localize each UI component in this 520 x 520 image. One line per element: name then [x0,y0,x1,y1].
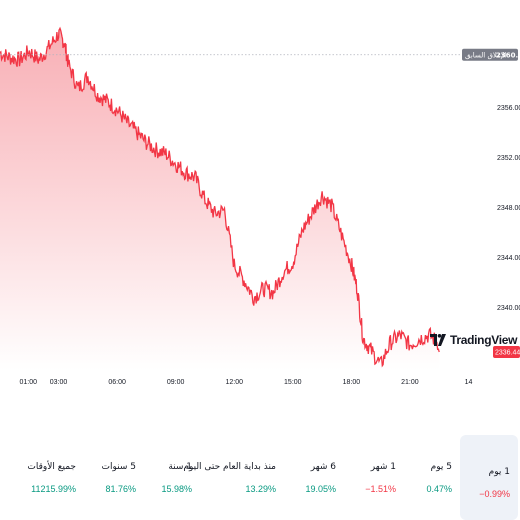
tradingview-logo[interactable]: TradingView [430,330,517,350]
period-value: 0.47% [426,484,452,494]
period-ytd[interactable]: منذ بداية العام حتى اليوم 13.29% [183,430,284,510]
period-value: 13.29% [245,484,276,494]
x-tick-label: 01:00 [20,379,38,386]
period-value: −0.99% [479,489,510,499]
y-tick-label: 2356.00 [497,105,520,112]
period-value: 15.98% [161,484,192,494]
x-tick-label: 15:00 [284,379,302,386]
period-value: 11215.99% [31,484,76,494]
x-tick-label: 09:00 [167,379,185,386]
period-1y[interactable]: 1 سنة 15.98% [144,430,200,510]
period-label: 5 سنوات [101,462,136,472]
y-tick-label: 2348.00 [497,205,520,212]
tradingview-logo-text: TradingView [450,333,518,347]
last-price-badge [493,346,520,358]
period-5d[interactable]: 5 يوم 0.47% [404,430,460,510]
prev-close-badge [462,48,518,61]
x-axis: 01:00 03:00 06:00 09:00 12:00 15:00 18:00 21:00… [20,379,473,386]
line-layer [0,26,440,368]
tradingview-logo-icon [430,334,446,346]
price-area-fill [0,28,440,371]
x-tick-label: 18:00 [343,379,361,386]
x-tick-label: 03:00 [50,379,68,386]
period-5y[interactable]: 5 سنوات 81.76% [84,430,144,510]
area-layer [0,28,440,371]
period-label: 5 يوم [430,462,452,472]
price-line [0,26,440,368]
y-tick-label: 2344.00 [497,255,520,262]
x-tick-label: 21:00 [401,379,419,386]
y-tick-label: 2340.00 [497,305,520,312]
prev-close-value: 2360.22 [496,51,520,59]
period-label: 1 يوم [488,467,510,477]
y-axis: 2356.00 2352.00 2348.00 2344.00 2340.00 [497,105,520,312]
y-tick-label: 2352.00 [497,155,520,162]
period-6m[interactable]: 6 شهر 19.05% [284,430,344,510]
period-1d[interactable]: 1 يوم −0.99% [460,435,518,520]
period-value: −1.51% [365,484,396,494]
period-value: 81.76% [105,484,136,494]
period-1m[interactable]: 1 شهر −1.51% [344,430,404,510]
performance-periods: 1 يوم −0.99% 5 يوم 0.47% 1 شهر −1.51% 6 … [0,430,520,520]
period-label: 1 شهر [370,462,396,472]
period-label: منذ بداية العام حتى اليوم [183,462,276,472]
period-label: 1 سنة [168,462,192,472]
period-value: 19.05% [305,484,336,494]
period-label: 6 شهر [310,462,336,472]
last-price-layer: 2336.44 [493,346,520,358]
x-tick-label: 14 [465,379,473,386]
x-tick-label: 12:00 [225,379,243,386]
last-price-label: 2336.44 [495,350,520,357]
period-label: جميع الأوقات [27,462,76,472]
x-tick-label: 06:00 [108,379,126,386]
prev-close-label: الإغلاق السابق [465,51,507,59]
period-all[interactable]: جميع الأوقات 11215.99% [26,430,84,510]
